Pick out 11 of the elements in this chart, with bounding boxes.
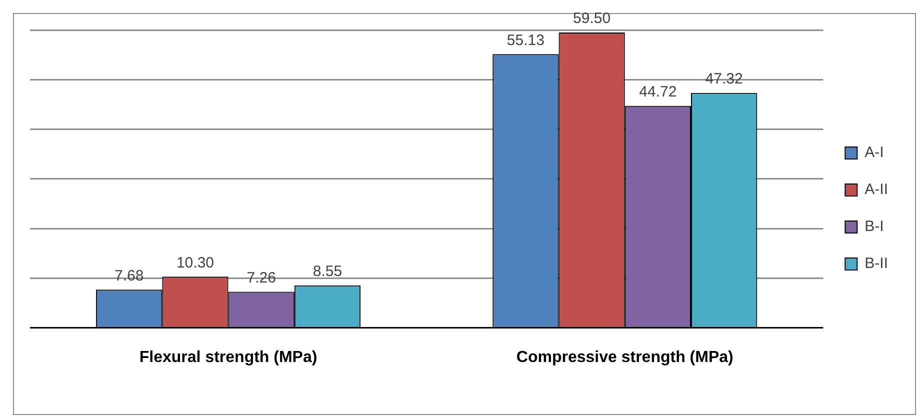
legend-label: A-I xyxy=(864,144,884,162)
x-tick-label: Compressive strength (MPa) xyxy=(516,348,734,366)
legend-label: B-II xyxy=(864,255,888,272)
legend-label: A-II xyxy=(864,181,888,198)
data-label: 8.55 xyxy=(312,263,342,280)
data-label: 44.72 xyxy=(639,83,677,100)
data-label: 10.30 xyxy=(176,254,214,272)
x-tick-label: Flexural strength (MPa) xyxy=(139,348,318,366)
data-label: 59.50 xyxy=(573,10,611,28)
legend-label: B-I xyxy=(864,218,884,236)
data-label: 55.13 xyxy=(506,32,544,49)
